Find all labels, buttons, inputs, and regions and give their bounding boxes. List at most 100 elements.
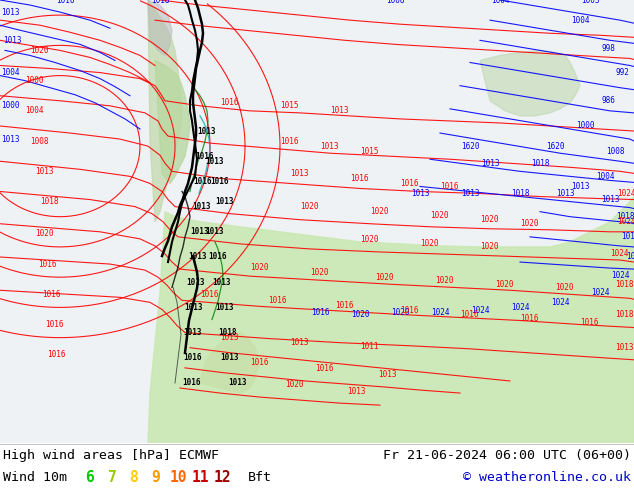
Text: 1004: 1004 — [491, 0, 510, 4]
Text: 1013: 1013 — [615, 343, 633, 352]
Text: 1008: 1008 — [606, 147, 624, 156]
Text: 1004: 1004 — [25, 106, 44, 115]
Text: 1018: 1018 — [615, 310, 633, 319]
Text: 1013: 1013 — [192, 202, 210, 211]
Text: 1016: 1016 — [268, 296, 287, 305]
Text: 1008: 1008 — [30, 137, 48, 146]
Polygon shape — [200, 333, 260, 393]
Text: 1004: 1004 — [1, 68, 20, 77]
Text: 1016: 1016 — [315, 365, 333, 373]
Text: 1024: 1024 — [431, 308, 450, 317]
Text: 1013: 1013 — [1, 7, 20, 17]
Text: 1020: 1020 — [555, 283, 574, 292]
Text: 1013: 1013 — [290, 338, 309, 347]
Text: 1013: 1013 — [190, 227, 209, 236]
Text: Bft: Bft — [248, 471, 272, 484]
Text: 1016: 1016 — [56, 0, 75, 4]
Text: 1024: 1024 — [591, 288, 609, 297]
Text: 1018: 1018 — [615, 280, 633, 289]
Text: 1004: 1004 — [596, 172, 614, 181]
Text: 1024: 1024 — [610, 249, 628, 259]
Text: 1020: 1020 — [360, 235, 378, 245]
Text: 1016: 1016 — [311, 308, 330, 317]
Text: 1015: 1015 — [280, 101, 299, 110]
Text: 1016: 1016 — [193, 177, 212, 186]
Text: 1018: 1018 — [511, 189, 529, 198]
Text: 1020: 1020 — [300, 202, 318, 211]
Text: 1016: 1016 — [208, 252, 226, 262]
Text: 998: 998 — [601, 44, 615, 53]
Polygon shape — [480, 50, 580, 116]
Text: 992: 992 — [616, 68, 630, 77]
Text: 1020: 1020 — [435, 276, 453, 285]
Polygon shape — [148, 0, 172, 55]
Text: 1013: 1013 — [571, 182, 590, 191]
Text: 1016: 1016 — [250, 358, 269, 368]
Text: 1004: 1004 — [571, 16, 590, 24]
Text: 11: 11 — [191, 470, 209, 486]
Text: 8: 8 — [129, 470, 138, 486]
Text: 1018: 1018 — [40, 197, 58, 206]
Text: 1013: 1013 — [1, 135, 20, 144]
Text: 1018: 1018 — [531, 159, 550, 168]
Text: 1016: 1016 — [38, 260, 56, 269]
Text: 1000: 1000 — [1, 101, 20, 110]
Text: 1020: 1020 — [495, 280, 514, 289]
Text: 1018: 1018 — [218, 328, 236, 337]
Text: 1016: 1016 — [183, 353, 202, 362]
Text: 1015: 1015 — [360, 147, 378, 156]
Text: 1011: 1011 — [360, 342, 378, 351]
Text: 1013: 1013 — [220, 353, 238, 362]
Text: 1000: 1000 — [25, 76, 44, 85]
Text: 1016: 1016 — [580, 318, 598, 327]
Text: 1016: 1016 — [400, 179, 418, 188]
Text: 1016: 1016 — [440, 182, 458, 191]
Text: 1020: 1020 — [35, 229, 53, 238]
Text: 1016: 1016 — [47, 350, 65, 359]
Text: 1016: 1016 — [182, 378, 200, 388]
Text: 1024: 1024 — [471, 306, 489, 315]
Text: 6: 6 — [86, 470, 94, 486]
Text: 1013: 1013 — [411, 189, 429, 198]
Polygon shape — [155, 60, 190, 183]
Text: 7: 7 — [108, 470, 117, 486]
Text: 1000: 1000 — [576, 122, 595, 130]
Text: 1013: 1013 — [186, 278, 205, 287]
Text: High wind areas [hPa] ECMWF: High wind areas [hPa] ECMWF — [3, 449, 219, 462]
Text: Wind 10m: Wind 10m — [3, 471, 67, 484]
Text: 1620: 1620 — [461, 142, 479, 150]
Text: 1016: 1016 — [220, 98, 238, 107]
Text: 1024: 1024 — [611, 270, 630, 280]
Text: 1013: 1013 — [601, 195, 619, 204]
Text: 1018: 1018 — [151, 0, 169, 4]
Text: 1020: 1020 — [420, 240, 439, 248]
Text: 1013: 1013 — [205, 157, 224, 166]
Text: 1020: 1020 — [430, 211, 448, 220]
Text: 1013: 1013 — [183, 328, 202, 337]
Text: Fr 21-06-2024 06:00 UTC (06+00): Fr 21-06-2024 06:00 UTC (06+00) — [383, 449, 631, 462]
Text: 10: 10 — [169, 470, 187, 486]
Text: 1620: 1620 — [546, 142, 564, 150]
Text: 1013: 1013 — [188, 252, 207, 262]
Text: 1024: 1024 — [626, 252, 634, 262]
Text: 1016: 1016 — [520, 314, 538, 323]
Text: 1024: 1024 — [617, 189, 634, 198]
Text: 1013: 1013 — [212, 278, 231, 287]
Text: 1020: 1020 — [480, 215, 498, 224]
Text: 986: 986 — [601, 96, 615, 105]
Text: 1016: 1016 — [195, 152, 214, 161]
Text: 1020: 1020 — [480, 243, 498, 251]
Text: 1013: 1013 — [215, 303, 233, 312]
Text: 1013: 1013 — [556, 189, 574, 198]
Text: 1020: 1020 — [370, 207, 389, 216]
Text: 1013: 1013 — [197, 126, 216, 136]
Text: 1013: 1013 — [184, 303, 202, 312]
Text: 1016: 1016 — [280, 137, 299, 146]
Text: 1013: 1013 — [330, 106, 349, 115]
Text: 1018: 1018 — [616, 212, 634, 221]
Text: 1024: 1024 — [551, 298, 569, 307]
Text: 1013: 1013 — [481, 159, 500, 168]
Polygon shape — [148, 196, 634, 443]
Text: 1020: 1020 — [351, 310, 370, 319]
Text: 1013: 1013 — [461, 189, 479, 198]
